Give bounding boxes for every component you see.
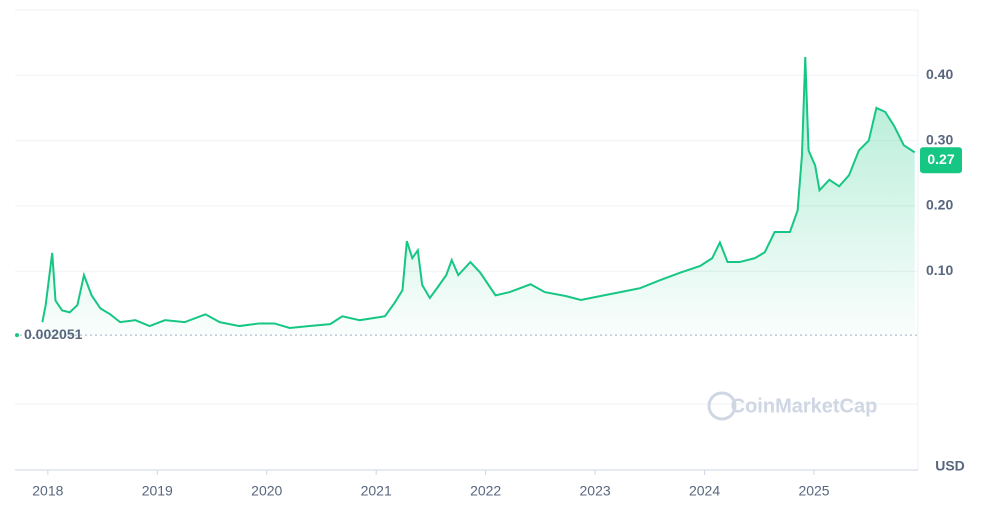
start-dot <box>15 333 19 338</box>
y-tick-label: 0.30 <box>926 131 953 147</box>
y-tick-label: 0.40 <box>926 66 953 82</box>
area <box>42 57 915 337</box>
y-tick-label: 0.20 <box>926 197 953 213</box>
watermark: CoinMarketCap <box>731 395 878 417</box>
currency-label: USD <box>935 458 965 474</box>
x-tick-label: 2023 <box>580 483 611 499</box>
price-line <box>41 56 916 330</box>
x-tick-label: 2019 <box>142 483 173 499</box>
x-tick-label: 2021 <box>361 483 392 499</box>
x-tick-label: 2020 <box>251 483 282 499</box>
x-tick-label: 2018 <box>32 483 63 499</box>
watermark-logo <box>707 391 737 421</box>
x-tick-label: 2024 <box>689 483 720 499</box>
current-price-label: 0.27 <box>927 151 954 167</box>
x-tick-label: 2025 <box>798 483 829 499</box>
current-price-box <box>920 147 962 174</box>
x-tick-label: 2022 <box>470 483 501 499</box>
y-tick-label: 0.10 <box>926 262 953 278</box>
